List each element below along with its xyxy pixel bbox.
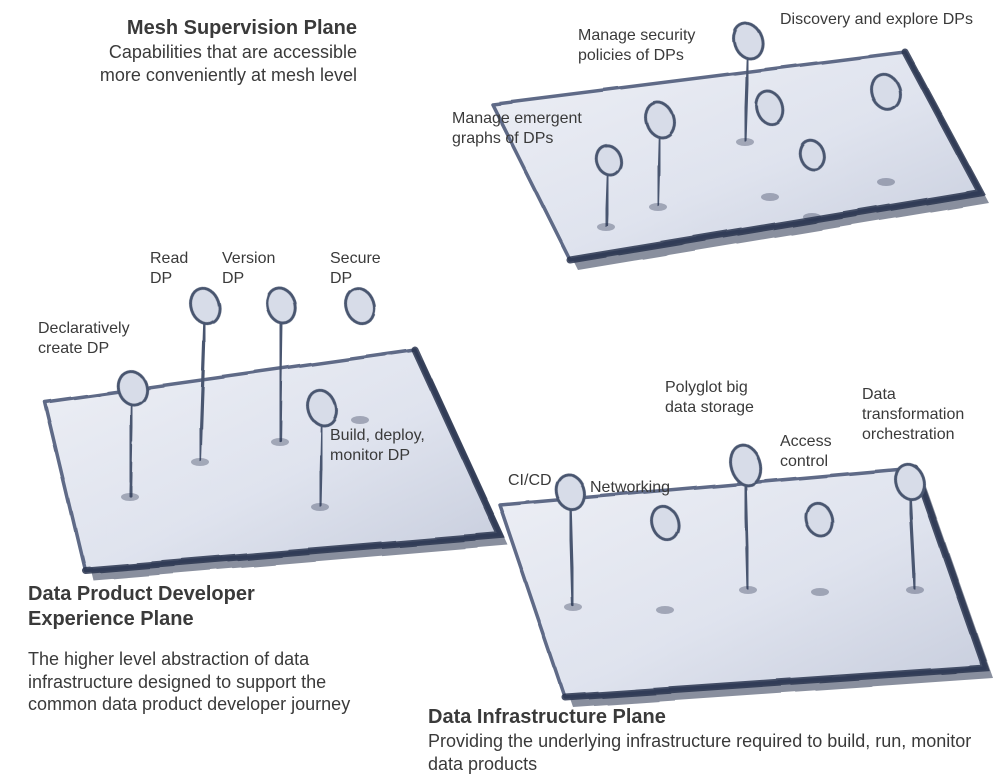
infra-pin-1-label: Networking [590, 478, 690, 498]
infra-pin-0-label: CI/CD [508, 471, 568, 491]
devexp-pin-2-head [263, 285, 301, 328]
mesh-pin-5-foot [803, 213, 821, 221]
devexp-pin-4-label: Build, deploy, monitor DP [330, 426, 450, 466]
infra-title: Data Infrastructure Plane [428, 705, 978, 730]
mesh-pin-1-foot [877, 178, 895, 186]
devexp-pin-1-foot [191, 458, 209, 466]
devexp-pin-3-head [341, 285, 379, 328]
devexp-pin-4-foot [311, 503, 329, 511]
devexp-title: Data Product Developer Experience Plane [28, 582, 328, 632]
devexp-pin-2-stem [280, 317, 282, 440]
devexp-pin-2-foot [271, 438, 289, 446]
infra-pin-2-label: Polyglot big data storage [665, 378, 765, 418]
infra-pin-3-foot [811, 588, 829, 596]
devexp-desc: The higher level abstraction of data inf… [28, 648, 378, 716]
devexp-pin-3-label: Secure DP [330, 249, 400, 289]
mesh-plane [492, 52, 980, 260]
mesh-pin-2-foot [649, 203, 667, 211]
devexp-pin-2-label: Version DP [222, 249, 302, 289]
mesh-pin-3-foot [761, 193, 779, 201]
mesh-pin-1-label: Discovery and explore DPs [780, 10, 980, 30]
devexp-pin-3-foot [351, 416, 369, 424]
infra-pin-4-label: Data transformation orchestration [862, 385, 992, 445]
mesh-pin-2-label: Manage emergent graphs of DPs [452, 109, 622, 149]
mesh-pin-2-stem [658, 131, 660, 205]
infra-pin-2-foot [739, 586, 757, 594]
infra-pin-3-label: Access control [780, 432, 860, 472]
devexp-pin-0-label: Declaratively create DP [38, 319, 158, 359]
infra-desc: Providing the underlying infrastructure … [428, 730, 978, 775]
mesh-title: Mesh Supervision Plane [97, 16, 357, 41]
devexp-pin-1-label: Read DP [150, 249, 210, 289]
infra-pin-1-foot [656, 606, 674, 614]
mesh-pin-0-label: Manage security policies of DPs [578, 26, 738, 66]
devexp-pin-0-foot [121, 493, 139, 501]
mesh-desc: Capabilities that are accessible more co… [97, 41, 357, 86]
mesh-pin-4-stem [606, 169, 608, 225]
devexp-pin-0-stem [130, 398, 132, 495]
infra-pin-0-foot [564, 603, 582, 611]
devexp-pin-4-stem [320, 419, 322, 505]
mesh-pin-4-foot [597, 223, 615, 231]
mesh-pin-0-foot [736, 138, 754, 146]
mesh-header: Mesh Supervision PlaneCapabilities that … [97, 16, 357, 86]
devexp-pin-1-head [186, 285, 224, 328]
infra-pin-4-foot [906, 586, 924, 594]
